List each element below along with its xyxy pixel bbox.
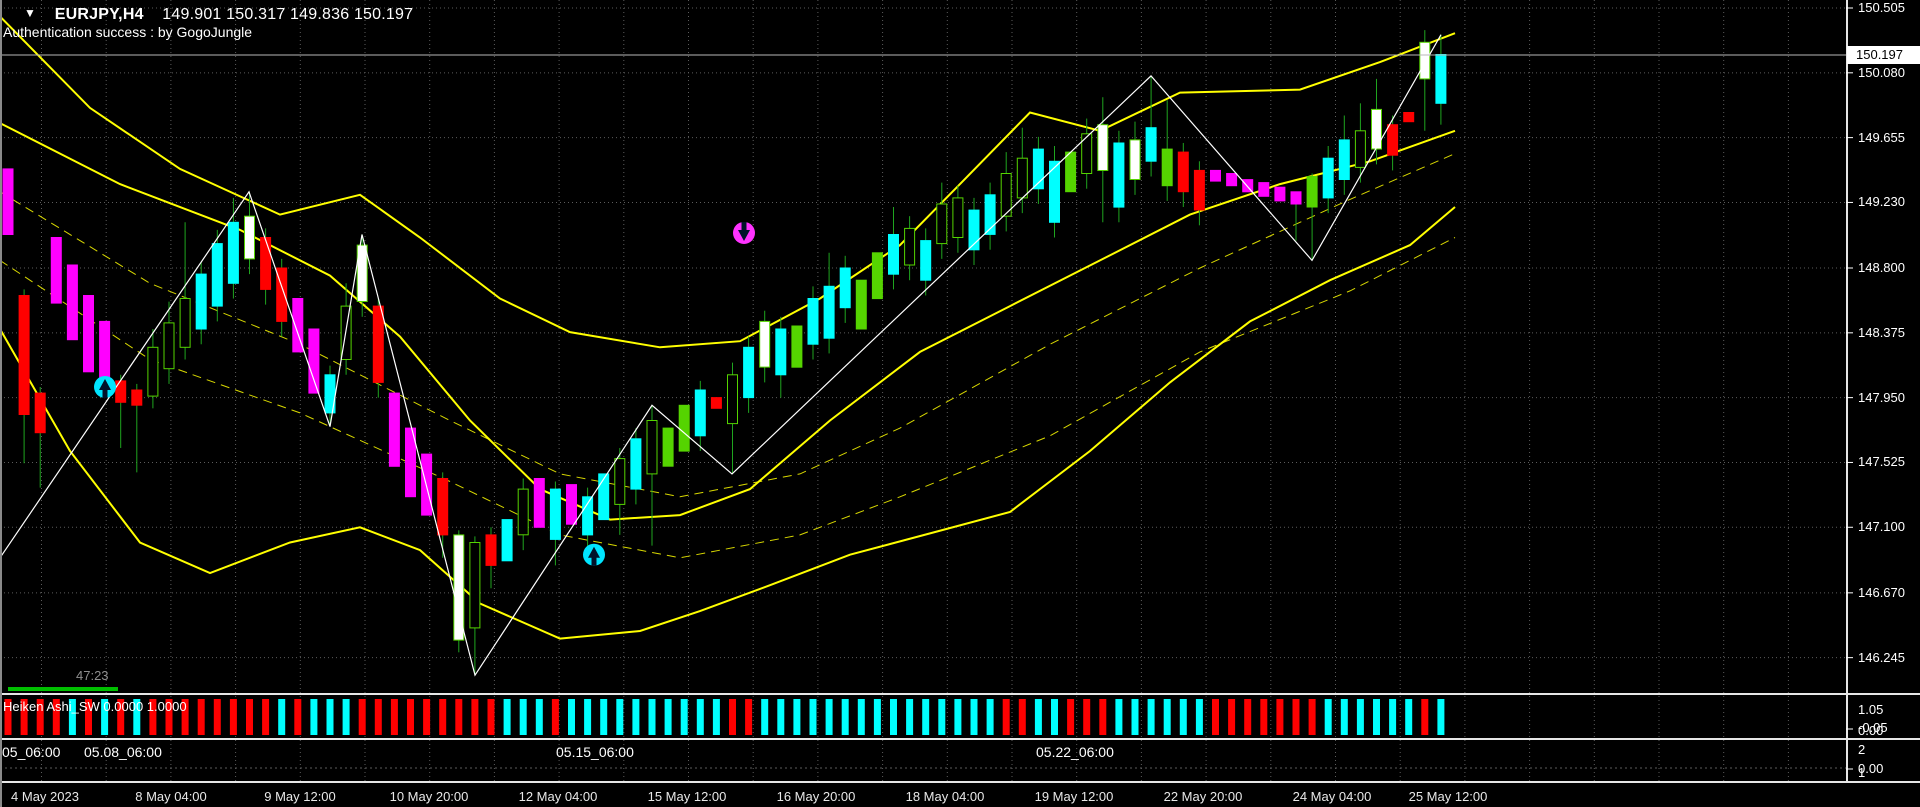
date-axis-label: 22 May 20:00 xyxy=(1163,789,1243,804)
chevron-down-icon[interactable]: ▼ xyxy=(24,6,37,20)
date-axis-label: 10 May 20:00 xyxy=(389,789,469,804)
price-axis-label: 147.100 xyxy=(1858,519,1905,535)
price-axis-label: 149.655 xyxy=(1858,129,1905,145)
date-axis-label: 16 May 20:00 xyxy=(776,789,856,804)
indicator2-scale-label: 2 xyxy=(1858,742,1866,757)
current-price-badge: 150.197 xyxy=(1847,46,1920,64)
price-axis-label: 148.800 xyxy=(1858,260,1905,275)
session-separator-label: 05_06:00 xyxy=(2,744,61,760)
price-axis-label: 146.670 xyxy=(1858,584,1905,600)
date-axis-label: 24 May 04:00 xyxy=(1292,789,1372,804)
price-axis-label: 150.505 xyxy=(1858,0,1905,15)
date-axis-label: 18 May 04:00 xyxy=(905,789,985,804)
date-axis-label: 12 May 04:00 xyxy=(518,789,598,804)
timer-progress-bar xyxy=(8,687,118,691)
indicator2-scale-label: 0.00 xyxy=(1858,761,1884,776)
session-separator-label: 05.08_06:00 xyxy=(84,744,162,760)
price-axis-label: 147.525 xyxy=(1858,454,1905,470)
date-axis-label: 9 May 12:00 xyxy=(264,789,336,804)
price-axis-label: 148.375 xyxy=(1858,324,1905,340)
session-separator-label: 05.22_06:00 xyxy=(1036,744,1114,760)
date-axis-label: 19 May 12:00 xyxy=(1034,789,1114,804)
auth-status-label: Authentication success : by GogoJungle xyxy=(3,24,253,40)
price-axis-label: 150.080 xyxy=(1858,64,1905,80)
indicator1-scale-label: 0.00 xyxy=(1858,723,1884,738)
indicator1-scale-label: -0.05 xyxy=(1858,720,1888,735)
ohlc-quote-label: 149.901 150.317 149.836 150.197 xyxy=(162,6,414,23)
indicator2-scale-label: 1 xyxy=(1858,765,1866,780)
indicator1-scale-label: 1.05 xyxy=(1858,702,1884,717)
session-separator-label: 05.15_06:00 xyxy=(556,744,634,760)
candle-timer-label: 47:23 xyxy=(76,668,109,683)
window-left-edge xyxy=(0,0,2,807)
date-axis-label: 8 May 04:00 xyxy=(135,789,207,804)
chart-title: ▼ EURJPY,H4 149.901 150.317 149.836 150.… xyxy=(24,6,413,24)
date-axis-label: 4 May 2023 xyxy=(11,789,79,804)
price-axis-label: 149.230 xyxy=(1858,194,1905,210)
price-axis-label: 147.950 xyxy=(1858,389,1905,405)
date-axis-label: 25 May 12:00 xyxy=(1408,789,1488,804)
indicator-name-label: Heiken Ashi_SW 0.0000 1.0000 xyxy=(3,699,187,714)
symbol-timeframe-label: EURJPY,H4 xyxy=(54,6,144,23)
price-axis-label: 146.245 xyxy=(1858,649,1905,665)
date-axis-label: 15 May 12:00 xyxy=(647,789,727,804)
